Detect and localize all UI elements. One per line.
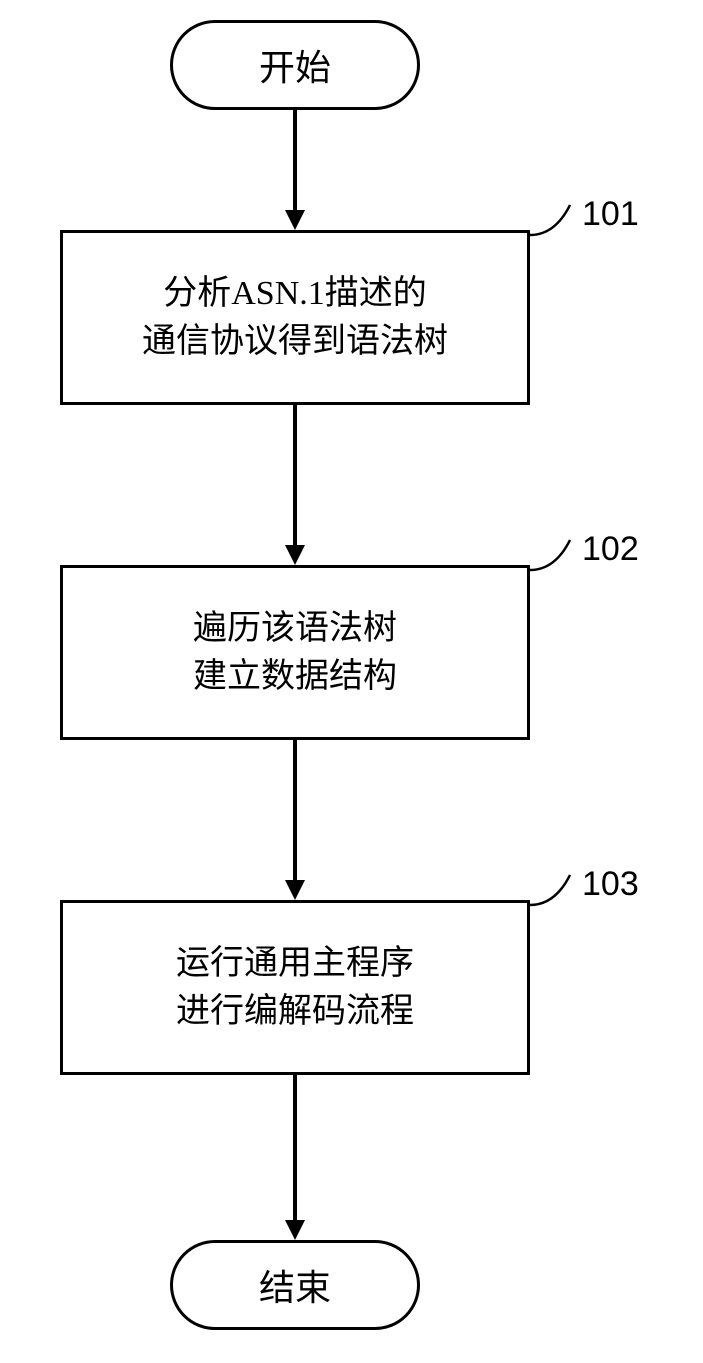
arrow-2-head xyxy=(285,545,305,565)
arrow-2-line xyxy=(293,405,297,545)
end-text: 结束 xyxy=(259,1259,331,1311)
process-step-1: 分析ASN.1描述的 通信协议得到语法树 xyxy=(60,230,530,405)
leader-1 xyxy=(530,200,590,250)
label-103: 103 xyxy=(582,865,639,904)
process-step-2: 遍历该语法树 建立数据结构 xyxy=(60,565,530,740)
arrow-4-line xyxy=(293,1075,297,1220)
arrow-3-line xyxy=(293,740,297,880)
arrow-4-head xyxy=(285,1220,305,1240)
step2-line1: 遍历该语法树 xyxy=(193,605,397,653)
step1-line1: 分析ASN.1描述的 xyxy=(163,270,427,318)
process-step-3: 运行通用主程序 进行编解码流程 xyxy=(60,900,530,1075)
arrow-3-head xyxy=(285,880,305,900)
label-101: 101 xyxy=(582,195,639,234)
step3-line2: 进行编解码流程 xyxy=(176,988,414,1036)
leader-3 xyxy=(530,870,590,920)
step3-line1: 运行通用主程序 xyxy=(176,940,414,988)
step1-line2: 通信协议得到语法树 xyxy=(142,318,448,366)
start-text: 开始 xyxy=(259,39,331,91)
arrow-1-head xyxy=(285,210,305,230)
label-102: 102 xyxy=(582,530,639,569)
end-node: 结束 xyxy=(170,1240,420,1330)
arrow-1-line xyxy=(293,110,297,210)
step2-line2: 建立数据结构 xyxy=(193,653,397,701)
flowchart-container: 开始 分析ASN.1描述的 通信协议得到语法树 101 遍历该语法树 建立数据结… xyxy=(0,0,703,1363)
start-node: 开始 xyxy=(170,20,420,110)
leader-2 xyxy=(530,535,590,585)
